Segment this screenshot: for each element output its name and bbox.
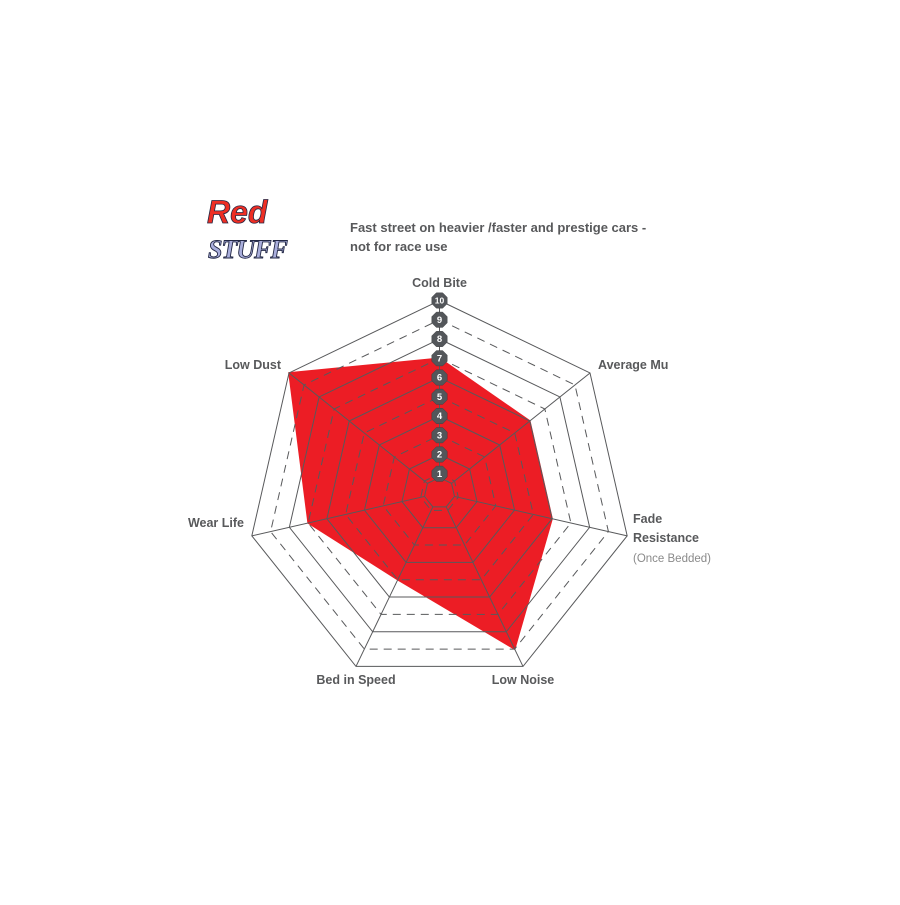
- svg-text:Red: Red: [207, 194, 269, 230]
- svg-text:6: 6: [437, 373, 442, 384]
- svg-text:8: 8: [437, 334, 442, 345]
- svg-text:Resistance: Resistance: [633, 531, 699, 545]
- svg-text:4: 4: [437, 411, 443, 422]
- svg-text:7: 7: [437, 353, 442, 364]
- svg-text:9: 9: [437, 315, 442, 326]
- svg-text:2: 2: [437, 450, 442, 461]
- svg-text:3: 3: [437, 430, 442, 441]
- svg-text:10: 10: [435, 296, 445, 306]
- svg-text:1: 1: [437, 469, 443, 480]
- svg-text:5: 5: [437, 392, 443, 403]
- svg-text:STUFF: STUFF: [208, 235, 287, 264]
- svg-text:Fade: Fade: [633, 512, 662, 526]
- svg-text:not for race use: not for race use: [350, 239, 448, 254]
- svg-text:Cold Bite: Cold Bite: [412, 276, 467, 290]
- svg-text:Low Noise: Low Noise: [492, 673, 555, 687]
- svg-text:Wear Life: Wear Life: [188, 516, 244, 530]
- svg-text:Bed in Speed: Bed in Speed: [316, 673, 395, 687]
- svg-text:(Once Bedded): (Once Bedded): [633, 553, 711, 565]
- svg-text:Fast street on heavier /faster: Fast street on heavier /faster and prest…: [350, 220, 646, 235]
- svg-text:Average Mu: Average Mu: [598, 358, 668, 372]
- svg-text:Low Dust: Low Dust: [225, 358, 282, 372]
